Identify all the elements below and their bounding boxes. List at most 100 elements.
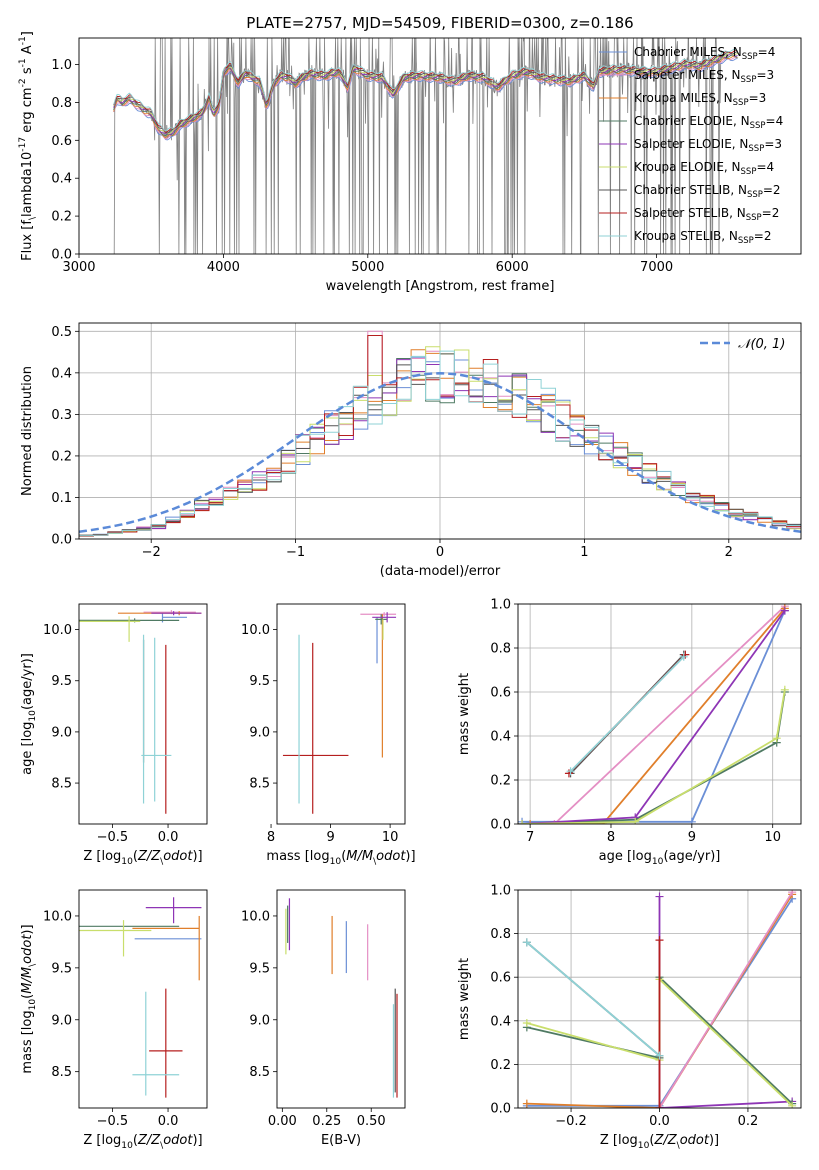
mass-weight-marker <box>655 892 664 901</box>
legend-label: Kroupa MILES, NSSP=3 <box>634 91 766 108</box>
x-tick-label: −1 <box>286 545 305 560</box>
legend-label: Chabrier ELODIE, NSSP=4 <box>634 114 783 131</box>
mass-weight-line <box>530 607 786 824</box>
y-tick-label: 0.6 <box>490 686 511 701</box>
x-tick-label: 9 <box>326 830 334 845</box>
y-tick-label: 8.5 <box>51 1065 72 1080</box>
y-tick-label: 9.0 <box>249 1013 270 1028</box>
y-tick-label: 0.0 <box>490 1102 511 1117</box>
x-axis-label: Z [log10(Z/Z\odot)] <box>83 849 202 867</box>
y-tick-label: 0.0 <box>490 818 511 833</box>
axes-frame <box>517 603 802 825</box>
legend-label: Salpeter STELIB, NSSP=2 <box>634 206 779 223</box>
y-tick-label: 0.6 <box>490 971 511 986</box>
mass-weight-line <box>526 941 661 1057</box>
y-tick-label: 10.0 <box>43 909 72 924</box>
y-tick-label: 0.2 <box>490 1058 511 1073</box>
x-tick-label: −0.5 <box>97 1114 129 1129</box>
legend-label: Chabrier MILES, NSSP=4 <box>634 45 775 62</box>
x-tick-label: −2 <box>142 545 161 560</box>
y-tick-label: 10.0 <box>43 623 72 638</box>
legend-label: Salpeter MILES, NSSP=3 <box>634 68 774 85</box>
x-tick-label: 6000 <box>496 260 529 275</box>
y-tick-label: 8.5 <box>51 777 72 792</box>
plot-area-massweight-vs-Z <box>522 890 797 1108</box>
mass-weight-marker <box>780 685 789 694</box>
y-tick-label: 0.5 <box>51 325 72 340</box>
mass-weight-marker <box>655 936 664 945</box>
axes-frame <box>517 889 802 1109</box>
axes-residuals: −2 −1 0 1 2 0.0 0.1 0.2 0.3 0.4 0.5 (data-model)/er… <box>20 322 802 579</box>
plot-area-spectrum <box>113 38 738 254</box>
axes-frame <box>78 322 802 540</box>
y-axis-label: mass weight <box>457 673 472 755</box>
plot-area-mass-vs-Z <box>79 897 202 1098</box>
y-tick-label: 0.4 <box>490 730 511 745</box>
x-tick-label: 0.00 <box>268 1114 297 1129</box>
y-tick-label: 0.2 <box>51 210 72 225</box>
x-tick-label: 5000 <box>351 260 384 275</box>
y-tick-label: 1.0 <box>490 884 511 899</box>
y-axis-label: age [log10(age/yr)] <box>20 653 38 775</box>
y-axis-label: mass [log10(M/M\odot)] <box>20 924 38 1073</box>
y-tick-label: 0.1 <box>51 491 72 506</box>
x-tick-label: −0.5 <box>97 830 129 845</box>
axes-massweight-vs-Z: −0.2 0.0 0.2 0.0 0.2 0.4 0.6 0.8 1.0 Z [log10(Z/Z… <box>457 884 802 1151</box>
x-axis-label: Z [log10(Z/Z\odot)] <box>600 1133 719 1151</box>
x-tick-label: 0.0 <box>158 830 179 845</box>
y-tick-label: 0.2 <box>51 449 72 464</box>
x-tick-label: 8 <box>267 830 275 845</box>
axes-mass-vs-ebv: 0.00 0.25 0.50 8.5 9.0 9.5 10.0 E(B-V) <box>241 889 406 1148</box>
mass-weight-marker <box>522 1099 531 1108</box>
x-tick-label: 7000 <box>640 260 673 275</box>
mass-weight-marker <box>566 767 575 776</box>
mass-weight-marker <box>655 1104 664 1108</box>
plot-area-age-vs-Z <box>79 610 202 814</box>
y-tick-label: 0.2 <box>490 774 511 789</box>
y-tick-label: 0.4 <box>51 172 72 187</box>
x-tick-label: 0.0 <box>649 1114 670 1129</box>
y-tick-label: 0.4 <box>490 1014 511 1029</box>
x-tick-label: −0.2 <box>555 1114 587 1129</box>
plot-area-age-vs-mass <box>282 612 397 814</box>
x-tick-label: 0.25 <box>312 1114 341 1129</box>
x-tick-label: 3000 <box>62 260 95 275</box>
axes-age-vs-Z: −0.5 0.0 8.5 9.0 9.5 10.0 Z [log10(Z/Z\odot)] a… <box>20 603 208 867</box>
x-tick-label: 7 <box>526 830 534 845</box>
y-axis-label: mass weight <box>457 958 472 1040</box>
axes-frame <box>78 889 208 1109</box>
y-tick-label: 0.8 <box>51 96 72 111</box>
mass-weight-marker <box>772 734 781 743</box>
axes-massweight-vs-age: 7 8 9 10 0.0 0.2 0.4 0.6 0.8 1.0 age [log10(age/yr… <box>457 598 802 867</box>
x-tick-label: 1 <box>580 545 588 560</box>
y-tick-label: 9.5 <box>51 961 72 976</box>
x-tick-label: 2 <box>725 545 733 560</box>
y-tick-label: 0.0 <box>51 533 72 548</box>
y-tick-label: 9.5 <box>249 674 270 689</box>
normal-curve <box>79 372 801 533</box>
mass-weight-marker <box>631 817 640 824</box>
mass-weight-line <box>553 605 786 824</box>
x-tick-label: 0 <box>436 545 444 560</box>
plot-area-massweight-vs-age <box>518 604 789 824</box>
y-tick-label: 0.8 <box>490 927 511 942</box>
mass-weight-line <box>569 656 685 772</box>
plot-layer: 3000 4000 5000 6000 7000 0.0 0.2 0.4 0.6 0.8 1.0 wa… <box>18 31 802 1151</box>
y-tick-label: 9.0 <box>51 1013 72 1028</box>
mass-weight-marker <box>526 820 535 824</box>
axes-age-vs-mass: 8 9 10 8.5 9.0 9.5 10.0 mass [log10(M/M\odot)] <box>241 603 416 867</box>
y-tick-label: 0.8 <box>490 642 511 657</box>
x-tick-label: 0.2 <box>738 1114 759 1129</box>
plot-area-mass-vs-ebv <box>285 898 398 1098</box>
y-axis-label: Flux [f\lambda10-17 erg cm-2 s-1 A-1] <box>18 31 38 261</box>
y-tick-label: 10.0 <box>241 909 270 924</box>
mass-weight-marker <box>780 606 789 615</box>
y-tick-label: 0.4 <box>51 366 72 381</box>
y-tick-label: 8.5 <box>249 777 270 792</box>
x-axis-label: age [log10(age/yr)] <box>599 849 721 867</box>
spectrum-legend: Chabrier MILES, NSSP=4 Salpeter MILES, NS… <box>599 45 783 246</box>
mass-weight-marker <box>788 1101 797 1108</box>
y-tick-label: 9.5 <box>249 961 270 976</box>
y-tick-label: 0.3 <box>51 408 72 423</box>
